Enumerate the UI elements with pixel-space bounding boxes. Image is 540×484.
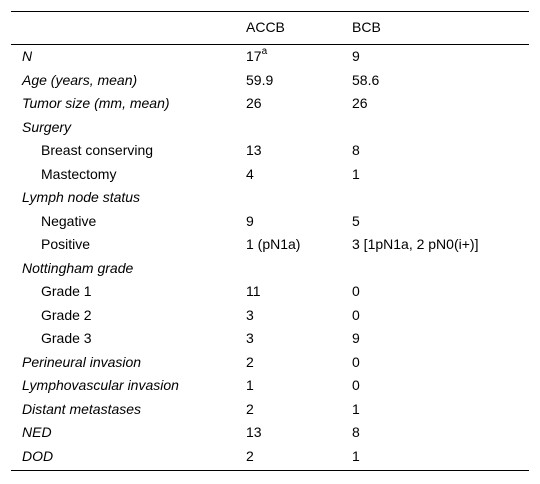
row-label: Mastectomy <box>41 165 117 182</box>
table-row: Nottingham grade <box>0 257 540 280</box>
row-label: Tumor size (mm, mean) <box>22 95 170 111</box>
header-bcb: BCB <box>352 19 381 35</box>
accb-value: 2 <box>246 445 254 468</box>
table-header-row: ACCB BCB <box>0 16 540 39</box>
accb-value-text: 59.9 <box>246 71 274 88</box>
accb-value-text: 17 <box>246 48 262 64</box>
accb-value-text: 1 <box>246 377 254 393</box>
row-label: Distant metastases <box>22 400 142 417</box>
bcb-value: 9 <box>352 330 360 346</box>
table-row: Lymphovascular invasion 1 0 <box>0 374 540 397</box>
accb-value: 9 <box>246 210 254 233</box>
row-label: Perineural invasion <box>22 353 142 370</box>
row-label: Lymph node status <box>22 189 141 205</box>
bcb-value: 1 <box>352 447 360 464</box>
row-label: Breast conserving <box>41 142 154 158</box>
accb-value-text: 3 <box>246 306 254 323</box>
accb-value: 3 <box>246 304 254 327</box>
table-header-rule <box>11 44 529 45</box>
accb-value: 13 <box>246 421 262 444</box>
accb-value: 13 <box>246 139 262 162</box>
row-label: N <box>22 48 33 64</box>
bcb-value: 26 <box>352 95 368 111</box>
header-accb: ACCB <box>246 19 285 35</box>
bcb-value: 58.6 <box>352 71 380 88</box>
accb-value: 4 <box>246 163 254 186</box>
footnote-marker: a <box>261 46 268 58</box>
table-row: Mastectomy 4 1 <box>0 163 540 186</box>
table-row: Age (years, mean) 59.9 58.6 <box>0 69 540 92</box>
accb-value: 3 <box>246 327 254 350</box>
accb-value-text: 13 <box>246 142 262 158</box>
row-label: Grade 1 <box>41 283 92 299</box>
accb-value-text: 2 <box>246 447 254 464</box>
bcb-value: 3 [1pN1a, 2 pN0(i+)] <box>352 236 479 252</box>
table-row: Grade 1 11 0 <box>0 280 540 303</box>
bcb-value: 8 <box>352 142 360 158</box>
row-label: Age (years, mean) <box>22 71 138 88</box>
table-bottom-rule <box>11 470 529 471</box>
accb-value-text: 11 <box>246 283 261 299</box>
row-label: Positive <box>41 236 91 252</box>
accb-value: 59.9 <box>246 69 273 92</box>
row-label: Lymphovascular invasion <box>22 377 179 393</box>
accb-value-text: 4 <box>246 165 254 182</box>
bcb-value: 0 <box>352 306 360 323</box>
accb-value: 26 <box>246 92 262 115</box>
table-row: Tumor size (mm, mean) 26 26 <box>0 92 540 115</box>
table-row: Breast conserving 13 8 <box>0 139 540 162</box>
table-row: Grade 3 3 9 <box>0 327 540 350</box>
accb-value: 2 <box>246 351 254 374</box>
bcb-value: 9 <box>352 48 360 64</box>
bcb-value: 0 <box>352 377 360 393</box>
accb-value-text: 1 (pN1a) <box>246 236 301 252</box>
bcb-value: 1 <box>352 165 360 182</box>
bcb-value: 5 <box>352 212 360 229</box>
table-row: Lymph node status <box>0 186 540 209</box>
row-label: Grade 3 <box>41 330 92 346</box>
accb-value: 1 <box>246 374 254 397</box>
accb-value-text: 13 <box>246 424 262 440</box>
table-row: N 17a 9 <box>0 45 540 68</box>
table-row: Negative 9 5 <box>0 210 540 233</box>
bcb-value: 8 <box>352 424 360 440</box>
accb-value-text: 9 <box>246 212 254 229</box>
accb-value: 11 <box>246 280 261 303</box>
table-row: DOD 2 1 <box>0 445 540 468</box>
accb-value: 2 <box>246 398 254 421</box>
row-label: Surgery <box>22 118 72 135</box>
bcb-value: 1 <box>352 400 360 417</box>
table-row: Surgery <box>0 116 540 139</box>
row-label: DOD <box>22 447 54 464</box>
accb-value: 1 (pN1a) <box>246 233 300 256</box>
table-row: Perineural invasion 2 0 <box>0 351 540 374</box>
accb-value-text: 26 <box>246 95 262 111</box>
table-row: Grade 2 3 0 <box>0 304 540 327</box>
table-row: Positive 1 (pN1a) 3 [1pN1a, 2 pN0(i+)] <box>0 233 540 256</box>
row-label: NED <box>22 424 52 440</box>
bcb-value: 0 <box>352 353 360 370</box>
table-row: NED 13 8 <box>0 421 540 444</box>
row-label: Nottingham grade <box>22 259 134 276</box>
bcb-value: 0 <box>352 283 360 299</box>
row-label: Grade 2 <box>41 306 92 323</box>
accb-value-text: 3 <box>246 330 254 346</box>
row-label: Negative <box>41 212 97 229</box>
table-top-rule <box>11 11 529 12</box>
accb-value: 17a <box>246 45 267 68</box>
accb-value-text: 2 <box>246 400 254 417</box>
accb-value-text: 2 <box>246 353 254 370</box>
table-row: Distant metastases 2 1 <box>0 398 540 421</box>
